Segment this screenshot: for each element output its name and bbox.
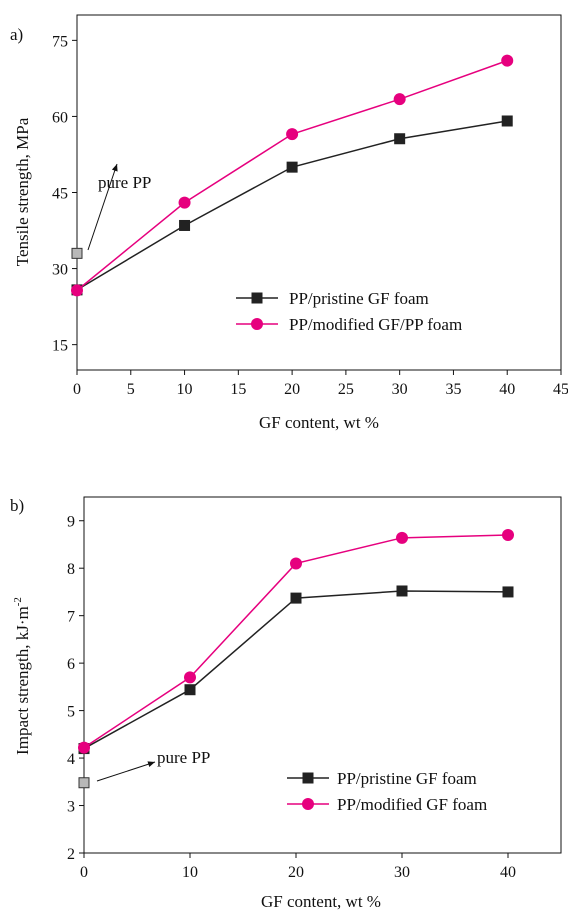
panel-a-series-1-line — [77, 121, 507, 290]
panel-a-series-2-legend-marker — [251, 318, 263, 330]
panel-b-series-2-legend-marker — [302, 798, 314, 810]
panel-b-y-tick-label: 3 — [67, 799, 75, 816]
panel-a-series-2-point — [501, 55, 513, 67]
panel-b-series-1-legend-marker — [303, 773, 314, 784]
panel-b-y-axis-label-main: Impact strength, kJ·m — [13, 606, 32, 755]
panel-b-series-2-legend-label: PP/modified GF foam — [337, 795, 487, 814]
panel-a-series-2-point — [71, 284, 83, 296]
panel-b-x-tick-label: 0 — [80, 864, 88, 881]
panel-a-pure-pp-point — [72, 248, 82, 258]
panel-b-series-1-point — [397, 585, 408, 596]
panel-b-x-tick-label: 20 — [288, 864, 304, 881]
panel-a-series-2-point — [286, 128, 298, 140]
panel-b-series-2-point — [396, 532, 408, 544]
panel-a-y-tick-label: 15 — [52, 338, 68, 355]
panel-a-y-tick-label: 75 — [52, 33, 68, 50]
panel-b-series-1-point — [503, 586, 514, 597]
panel-b-series-2-point — [502, 529, 514, 541]
panel-a-x-tick-label: 5 — [127, 381, 135, 398]
panel-b-x-tick-label: 10 — [182, 864, 198, 881]
panel-a-x-tick-label: 35 — [445, 381, 461, 398]
panel-a-series-2-legend-label: PP/modified GF/PP foam — [289, 315, 462, 334]
panel-a-x-tick-label: 20 — [284, 381, 300, 398]
panel-a-y-tick-label: 60 — [52, 109, 68, 126]
panel-a-label: a) — [10, 25, 23, 44]
panel-a-y-axis-label: Tensile strength, MPa — [13, 117, 32, 266]
panel-b-x-tick-label: 40 — [500, 864, 516, 881]
panel-a-series-1-point — [394, 133, 405, 144]
panel-b-x-axis-label: GF content, wt % — [261, 892, 381, 911]
panel-b-y-axis-label: Impact strength, kJ·m-2 — [12, 597, 32, 755]
panel-a-series-1-legend-marker — [252, 293, 263, 304]
panel-b-x-tick-label: 30 — [394, 864, 410, 881]
panel-a-y-tick-label: 45 — [52, 186, 68, 203]
panel-a-series-2-point — [179, 197, 191, 209]
panel-b-annotation-text: pure PP — [157, 748, 210, 767]
panel-b-annotation-arrow — [97, 762, 155, 781]
panel-a-x-tick-label: 10 — [177, 381, 193, 398]
panel-a-series-1-point — [502, 115, 513, 126]
panel-a-series-1-legend-label: PP/pristine GF foam — [289, 289, 429, 308]
panel-b-y-tick-label: 4 — [67, 751, 75, 768]
panel-b-series-2-point — [290, 557, 302, 569]
panel-b-series-1-line — [84, 591, 508, 749]
panel-a-x-axis-label: GF content, wt % — [259, 413, 379, 432]
panel-b-y-tick-label: 5 — [67, 704, 75, 721]
panel-a-x-tick-label: 15 — [230, 381, 246, 398]
panel-b-y-tick-label: 6 — [67, 656, 75, 673]
panel-b-label: b) — [10, 496, 24, 515]
panel-b-series-2-point — [78, 742, 90, 754]
panel-b-y-tick-label: 7 — [67, 609, 75, 626]
panel-b-series-1-point — [185, 684, 196, 695]
panel-b-y-tick-label: 2 — [67, 846, 75, 863]
panel-a-series-1-point — [287, 162, 298, 173]
panel-b-y-tick-label: 9 — [67, 514, 75, 531]
panel-a-x-tick-label: 25 — [338, 381, 354, 398]
panel-a-x-tick-label: 0 — [73, 381, 81, 398]
panel-a-x-tick-label: 45 — [553, 381, 568, 398]
panel-b-y-tick-label: 8 — [67, 561, 75, 578]
panel-b-pure-pp-point — [79, 778, 89, 788]
panel-a-x-tick-label: 40 — [499, 381, 515, 398]
panel-b-series-2-point — [184, 671, 196, 683]
panel-a-series-1-point — [179, 220, 190, 231]
panel-a-annotation-text: pure PP — [98, 173, 151, 192]
panel-b-y-axis-label-sup: -2 — [12, 597, 24, 606]
panel-a-y-tick-label: 30 — [52, 262, 68, 279]
panel-b-series-1-point — [291, 593, 302, 604]
panel-a-series-2-point — [394, 93, 406, 105]
panel-b-plot-frame — [84, 497, 561, 853]
panel-b-series-1-legend-label: PP/pristine GF foam — [337, 769, 477, 788]
panel-a-x-tick-label: 30 — [392, 381, 408, 398]
